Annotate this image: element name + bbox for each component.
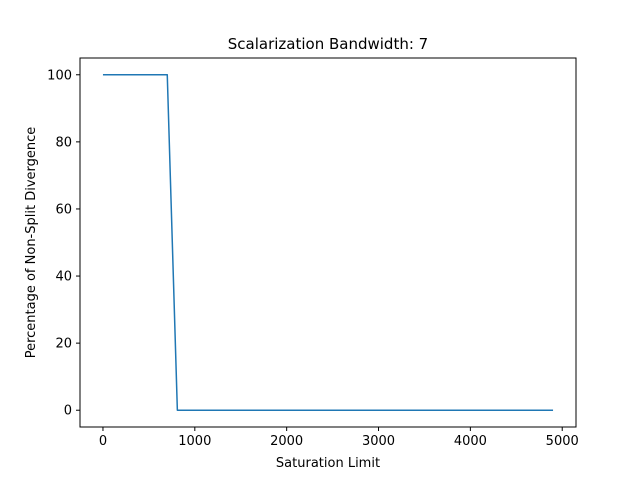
series-layer [102, 74, 554, 411]
x-tick-label: 3000 [362, 434, 395, 449]
x-axis: 0 1000 2000 3000 4000 5000 [99, 427, 579, 449]
plot-frame [79, 57, 577, 428]
x-tick-label: 4000 [454, 434, 487, 449]
y-tick-label: 40 [55, 270, 72, 285]
x-tick-label: 5000 [546, 434, 579, 449]
y-axis-label: Percentage of Non-Split Divergence [24, 127, 39, 359]
y-tick-label: 20 [55, 337, 72, 352]
y-axis: 0 20 40 60 80 100 [47, 68, 80, 419]
x-tick-label: 1000 [178, 434, 211, 449]
y-tick-label: 60 [55, 202, 72, 217]
y-tick-label: 80 [55, 135, 72, 150]
x-tick-label: 0 [99, 434, 107, 449]
chart-title: Scalarization Bandwidth: 7 [228, 35, 428, 53]
x-tick-label: 2000 [270, 434, 303, 449]
y-tick-label: 100 [47, 68, 72, 83]
plot-area: 0 1000 2000 3000 4000 5000 0 20 40 60 80 100 [47, 57, 579, 449]
series-line [102, 74, 554, 411]
y-tick-label: 0 [64, 404, 72, 419]
x-axis-label: Saturation Limit [276, 456, 380, 471]
